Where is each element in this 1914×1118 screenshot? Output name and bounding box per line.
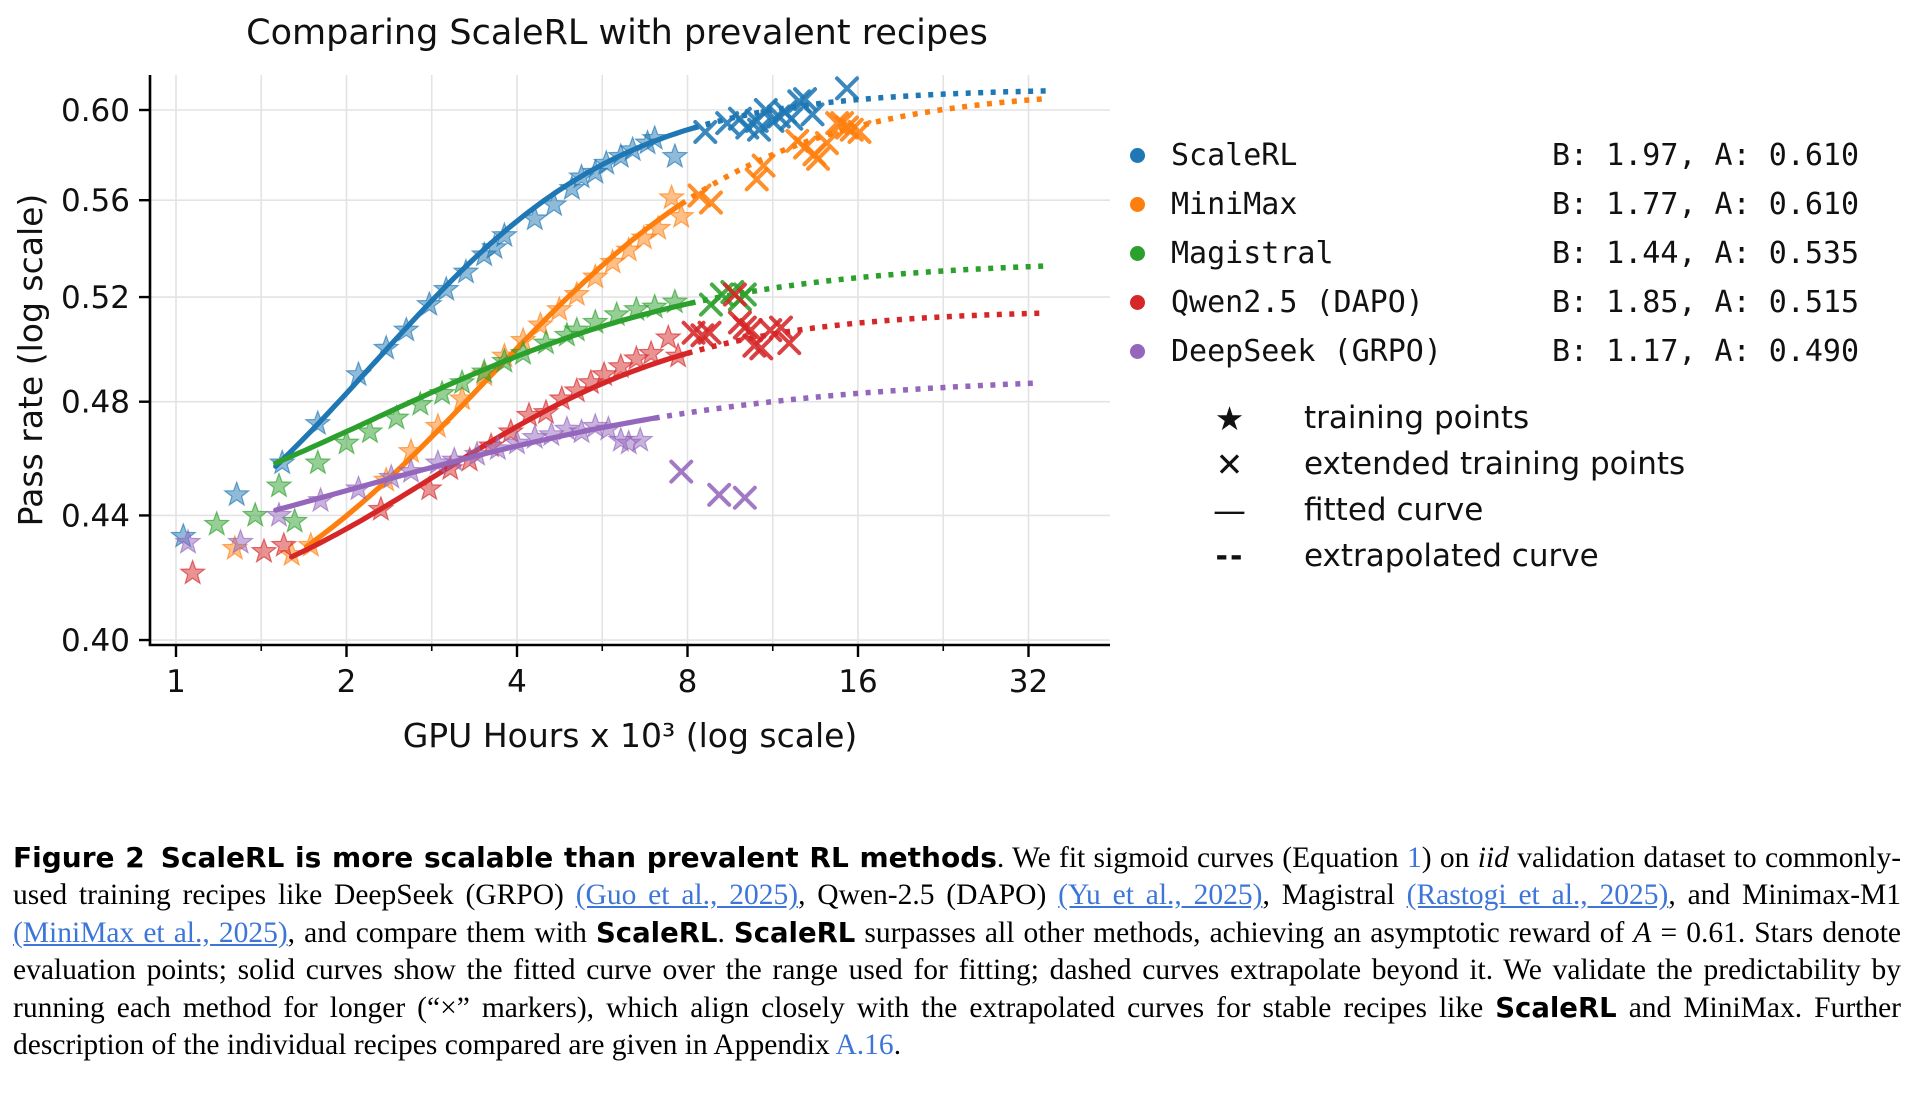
training-points-qwen2-5-dapo bbox=[179, 323, 692, 585]
legend-item-qwen2-5-dapo: Qwen2.5 (DAPO) B: 1.85, A: 0.515 bbox=[1122, 278, 1902, 327]
y-tick-label: 0.52 bbox=[61, 280, 130, 316]
extended-points-qwen2-5-dapo bbox=[681, 282, 802, 361]
legend-dot-icon bbox=[1130, 246, 1145, 261]
extended-points-scalerl bbox=[693, 76, 859, 144]
caption-text: , and compare them with bbox=[287, 916, 596, 949]
extrapolated-curve-magistral bbox=[690, 263, 1044, 306]
citation-yu[interactable]: (Yu et al., 2025) bbox=[1058, 879, 1263, 912]
marker-legend-label: extended training points bbox=[1304, 446, 1686, 482]
appendix-link[interactable]: A.16 bbox=[835, 1029, 894, 1062]
training-points-scalerl bbox=[169, 124, 689, 548]
caption-bold: ScaleRL bbox=[733, 916, 856, 949]
x-tick-label: 16 bbox=[838, 664, 877, 700]
figure-caption: Figure 2 ScaleRL is more scalable than pr… bbox=[13, 839, 1901, 1064]
caption-text: . bbox=[717, 916, 734, 949]
extended-points-minimax bbox=[687, 111, 872, 215]
marker-legend-label: fitted curve bbox=[1304, 492, 1484, 528]
caption-text: , and Minimax-M1 bbox=[1668, 879, 1901, 912]
y-tick-label: 0.40 bbox=[61, 623, 130, 659]
x-tick-label: 1 bbox=[166, 664, 186, 700]
marker-legend-item-dashed: -- extrapolated curve bbox=[1178, 533, 1878, 579]
legend-series-name: MiniMax bbox=[1171, 187, 1298, 222]
gridlines bbox=[150, 75, 1110, 645]
caption-text: = 0.61. Stars denote evaluation points; … bbox=[13, 916, 1901, 1024]
series-legend: ScaleRL B: 1.97, A: 0.610 MiniMax B: 1.77, … bbox=[1122, 131, 1902, 376]
extrapolated-curve-deepseek-grpo bbox=[654, 380, 1040, 421]
marker-legend-item-cross: ✕ extended training points bbox=[1178, 441, 1878, 487]
caption-text: , Qwen-2.5 (DAPO) bbox=[798, 879, 1059, 912]
y-tick-label: 0.44 bbox=[61, 498, 130, 534]
marker-legend-label: training points bbox=[1304, 400, 1530, 436]
caption-text: validation dataset to commonly-used trai… bbox=[13, 842, 1902, 912]
caption-italic: iid bbox=[1477, 842, 1509, 874]
caption-text: and MiniMax. Further description of the … bbox=[13, 991, 1902, 1062]
caption-figtitle: ScaleRL is more scalable than prevalent … bbox=[160, 841, 997, 874]
equation-link[interactable]: 1 bbox=[1406, 842, 1422, 874]
extended-points-deepseek-grpo bbox=[669, 459, 757, 510]
axes: 0.60 0.56 0.52 0.48 0.44 0.40 1 2 4 8 16 32 bbox=[61, 75, 1110, 700]
caption-bold: ScaleRL bbox=[595, 916, 718, 949]
training-points-deepseek-grpo bbox=[174, 412, 654, 555]
legend-item-scalerl: ScaleRL B: 1.97, A: 0.610 bbox=[1122, 131, 1902, 180]
caption-text: . We fit sigmoid curves (Equation bbox=[996, 842, 1407, 874]
caption-bold: ScaleRL bbox=[1495, 991, 1617, 1024]
citation-guo[interactable]: (Guo et al., 2025) bbox=[575, 879, 799, 912]
y-tick-label: 0.60 bbox=[61, 93, 130, 129]
legend-series-name: DeepSeek (GRPO) bbox=[1171, 334, 1442, 369]
y-tick-label: 0.48 bbox=[61, 385, 130, 421]
caption-math: A bbox=[1633, 916, 1652, 949]
citation-rastogi[interactable]: (Rastogi et al., 2025) bbox=[1406, 879, 1669, 912]
marker-legend-label: extrapolated curve bbox=[1304, 538, 1599, 574]
series-scalerl bbox=[169, 76, 1048, 548]
solid-marker-icon: — bbox=[1213, 490, 1247, 530]
star-marker-icon: ★ bbox=[1214, 398, 1246, 438]
cross-marker-icon: ✕ bbox=[1215, 444, 1245, 484]
caption-text: , Magistral bbox=[1262, 879, 1407, 912]
legend-fit-params: B: 1.97, A: 0.610 bbox=[1552, 138, 1860, 173]
extrapolated-curve-scalerl bbox=[692, 88, 1048, 131]
series-magistral bbox=[203, 263, 1044, 536]
marker-legend-item-star: ★ training points bbox=[1178, 395, 1878, 441]
x-tick-label: 2 bbox=[337, 664, 357, 700]
y-tick-label: 0.56 bbox=[61, 183, 130, 219]
x-tick-label: 8 bbox=[678, 664, 698, 700]
legend-dot-icon bbox=[1130, 344, 1145, 359]
legend-fit-params: B: 1.85, A: 0.515 bbox=[1552, 285, 1860, 320]
legend-dot-icon bbox=[1130, 148, 1145, 163]
caption-figlabel: Figure 2 bbox=[13, 841, 145, 874]
legend-fit-params: B: 1.17, A: 0.490 bbox=[1552, 334, 1860, 369]
y-axis-label: Pass rate (log scale) bbox=[11, 194, 50, 527]
legend-series-name: Magistral bbox=[1171, 236, 1334, 271]
marker-legend: ★ training points ✕ extended training point… bbox=[1178, 395, 1878, 579]
x-tick-label: 4 bbox=[507, 664, 527, 700]
plot-area: 0.60 0.56 0.52 0.48 0.44 0.40 1 2 4 8 16 32 bbox=[61, 75, 1110, 700]
chart-canvas: Comparing ScaleRL with prevalent recipes… bbox=[11, 13, 1110, 755]
marker-legend-item-solid: — fitted curve bbox=[1178, 487, 1878, 533]
legend-series-name: ScaleRL bbox=[1171, 138, 1298, 173]
citation-minimax[interactable]: (MiniMax et al., 2025) bbox=[13, 916, 288, 949]
x-axis-label: GPU Hours x 10³ (log scale) bbox=[403, 716, 858, 755]
legend-dot-icon bbox=[1130, 295, 1145, 310]
legend-fit-params: B: 1.44, A: 0.535 bbox=[1552, 236, 1860, 271]
legend-item-magistral: Magistral B: 1.44, A: 0.535 bbox=[1122, 229, 1902, 278]
legend-item-deepseek-grpo: DeepSeek (GRPO) B: 1.17, A: 0.490 bbox=[1122, 327, 1902, 376]
training-points-magistral bbox=[203, 287, 689, 536]
caption-text: . bbox=[893, 1029, 902, 1062]
chart-title: Comparing ScaleRL with prevalent recipes bbox=[246, 13, 988, 53]
caption-text: ) on bbox=[1421, 842, 1478, 874]
dashed-marker-icon: -- bbox=[1215, 538, 1245, 574]
x-tick-label: 32 bbox=[1009, 664, 1048, 700]
caption-text: surpasses all other methods, achieving a… bbox=[855, 916, 1634, 949]
legend-series-name: Qwen2.5 (DAPO) bbox=[1171, 285, 1424, 320]
series-deepseek-grpo bbox=[174, 380, 1040, 555]
legend-item-minimax: MiniMax B: 1.77, A: 0.610 bbox=[1122, 180, 1902, 229]
legend-dot-icon bbox=[1130, 197, 1145, 212]
legend-fit-params: B: 1.77, A: 0.610 bbox=[1552, 187, 1860, 222]
